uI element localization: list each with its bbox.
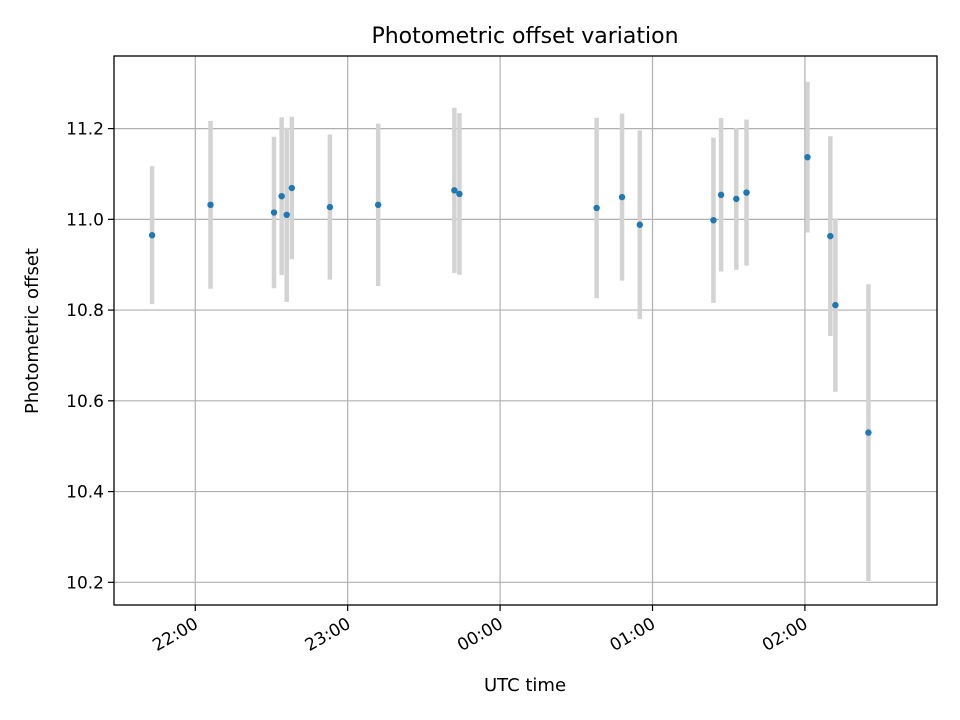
data-point (743, 189, 750, 196)
data-point (832, 301, 839, 309)
data-point (618, 193, 626, 201)
y-tick-label: 10.4 (66, 483, 104, 503)
y-tick-label: 11.2 (66, 120, 104, 140)
data-point (451, 187, 458, 194)
data-points (148, 153, 872, 436)
y-axis-label: Photometric offset (22, 248, 43, 414)
data-point (283, 211, 290, 219)
plot-frame (113, 55, 938, 606)
y-axis: 10.2 10.4 10.6 10.8 11.0 11.2 (66, 120, 114, 593)
data-point (148, 232, 156, 239)
y-tick-label: 11.0 (66, 210, 104, 230)
data-point (326, 203, 334, 211)
data-point (374, 201, 382, 209)
grid (114, 56, 937, 605)
data-point (827, 232, 834, 240)
data-point (733, 195, 740, 203)
data-point (288, 184, 296, 192)
y-tick-label: 10.8 (66, 301, 104, 321)
data-point (593, 204, 600, 212)
chart-title: Photometric offset variation (371, 24, 678, 49)
data-point (865, 429, 872, 436)
data-point (278, 192, 285, 200)
data-point (207, 201, 214, 209)
data-point (804, 153, 811, 161)
y-tick-label: 10.2 (66, 573, 104, 593)
x-axis-label: UTC time (484, 675, 566, 696)
data-point (710, 217, 717, 224)
y-tick-label: 10.6 (66, 392, 104, 412)
data-point (636, 221, 644, 228)
data-point (270, 209, 278, 216)
data-point (717, 191, 725, 199)
data-point (456, 190, 463, 198)
